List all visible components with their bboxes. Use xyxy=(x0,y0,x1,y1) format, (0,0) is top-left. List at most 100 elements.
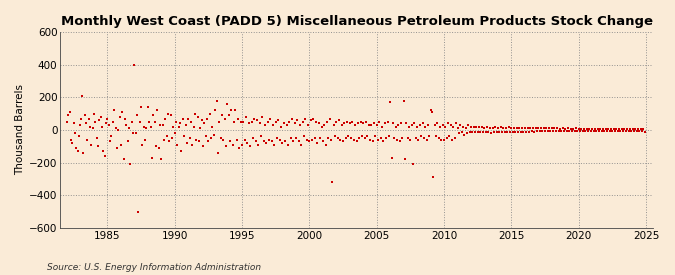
Point xyxy=(329,134,340,139)
Point xyxy=(581,127,592,131)
Point xyxy=(564,129,574,133)
Point xyxy=(412,125,423,129)
Point xyxy=(157,123,168,127)
Point xyxy=(163,111,173,116)
Point xyxy=(379,121,390,126)
Point xyxy=(355,120,366,124)
Point xyxy=(126,120,137,124)
Point xyxy=(336,123,347,127)
Point xyxy=(404,125,414,129)
Point xyxy=(286,116,297,121)
Point xyxy=(387,121,398,126)
Point xyxy=(628,129,639,133)
Point xyxy=(309,136,320,140)
Point xyxy=(406,123,417,127)
Point xyxy=(260,123,271,127)
Point xyxy=(282,142,293,147)
Point xyxy=(83,116,94,121)
Point xyxy=(288,139,298,144)
Point xyxy=(531,129,542,133)
Point xyxy=(278,121,289,126)
Point xyxy=(371,123,382,127)
Point xyxy=(556,129,566,133)
Point xyxy=(94,118,105,122)
Point xyxy=(531,126,541,131)
Point xyxy=(593,129,604,133)
Point xyxy=(221,144,232,148)
Point xyxy=(106,134,117,139)
Point xyxy=(354,136,364,140)
Point xyxy=(184,136,195,140)
Point xyxy=(549,126,560,131)
Point xyxy=(547,129,558,133)
Point xyxy=(268,123,279,127)
Point xyxy=(324,116,335,121)
Point xyxy=(84,125,95,129)
Point xyxy=(616,127,627,131)
Point xyxy=(142,105,153,109)
Point xyxy=(529,130,540,134)
Point xyxy=(290,136,301,140)
Point xyxy=(252,118,263,122)
Point xyxy=(218,138,229,142)
Point xyxy=(364,138,375,142)
Point xyxy=(486,131,497,135)
Point xyxy=(370,134,381,139)
Point xyxy=(526,129,537,133)
Point xyxy=(194,139,205,144)
Title: Monthly West Coast (PADD 5) Miscellaneous Petroleum Products Stock Change: Monthly West Coast (PADD 5) Miscellaneou… xyxy=(61,15,653,28)
Point xyxy=(425,108,436,112)
Point xyxy=(138,125,149,129)
Point xyxy=(105,139,115,144)
Point xyxy=(242,141,253,145)
Point xyxy=(172,142,183,147)
Point xyxy=(558,129,569,133)
Point xyxy=(237,142,248,147)
Point xyxy=(213,151,223,155)
Point xyxy=(86,142,97,147)
Point xyxy=(639,130,650,134)
Point xyxy=(413,138,424,142)
Point xyxy=(75,116,86,121)
Point xyxy=(300,116,310,121)
Point xyxy=(320,142,331,147)
Point xyxy=(292,118,302,122)
Point xyxy=(348,138,359,142)
Point xyxy=(317,139,328,144)
Point xyxy=(136,105,146,109)
Point xyxy=(538,126,549,131)
Point xyxy=(111,146,122,150)
Point xyxy=(494,130,505,134)
Point xyxy=(259,139,269,144)
Point xyxy=(91,136,102,140)
Point xyxy=(367,139,378,144)
Point xyxy=(188,125,199,129)
Point xyxy=(248,136,259,140)
Point xyxy=(359,136,370,140)
Point xyxy=(402,136,413,140)
Point xyxy=(489,130,500,134)
Point xyxy=(351,139,362,144)
Point xyxy=(130,131,141,135)
Point xyxy=(313,121,324,126)
Point xyxy=(393,123,404,127)
Point xyxy=(180,123,191,127)
Point xyxy=(618,129,628,133)
Point xyxy=(293,139,304,144)
Point xyxy=(325,138,336,142)
Point xyxy=(583,129,593,133)
Point xyxy=(331,120,342,124)
Point xyxy=(497,130,508,134)
Point xyxy=(178,116,188,121)
Point xyxy=(253,142,264,147)
Point xyxy=(626,129,637,133)
Point xyxy=(610,129,620,133)
Point xyxy=(467,130,478,134)
Point xyxy=(203,139,214,144)
Point xyxy=(72,149,83,153)
Point xyxy=(342,120,352,124)
Point xyxy=(405,138,416,142)
Point xyxy=(205,111,215,116)
Point xyxy=(352,121,363,126)
Point xyxy=(363,123,374,127)
